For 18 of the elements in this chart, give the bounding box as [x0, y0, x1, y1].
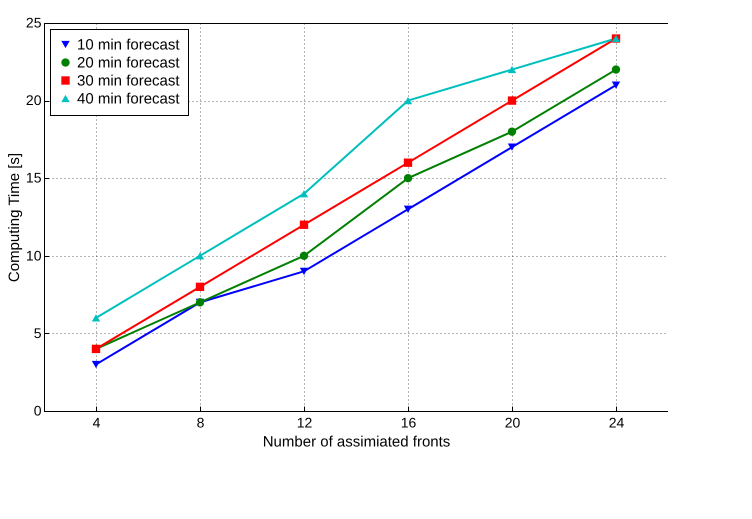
legend-label: 30 min forecast	[77, 72, 180, 90]
x-tick-label: 24	[608, 414, 624, 430]
y-axis-title: Computing Time [s]	[6, 152, 23, 282]
x-tick-label: 8	[196, 414, 205, 430]
x-tick-label: 20	[504, 414, 520, 430]
y-tick-label: 5	[34, 324, 42, 341]
x-tick-label: 4	[92, 414, 101, 430]
y-tick-label: 0	[34, 402, 42, 418]
y-tick-label: 15	[26, 170, 42, 186]
x-tick-label: 12	[296, 414, 312, 430]
y-tick-label: 20	[26, 92, 42, 108]
legend-label: 40 min forecast	[77, 90, 180, 108]
x-axis-title: Number of assimiated fronts	[262, 434, 450, 450]
legend-label: 10 min forecast	[77, 36, 180, 54]
legend-label: 20 min forecast	[77, 54, 180, 72]
x-tick-label: 16	[400, 414, 416, 430]
y-tick-label: 10	[26, 247, 42, 264]
y-tick-label: 25	[26, 14, 42, 30]
